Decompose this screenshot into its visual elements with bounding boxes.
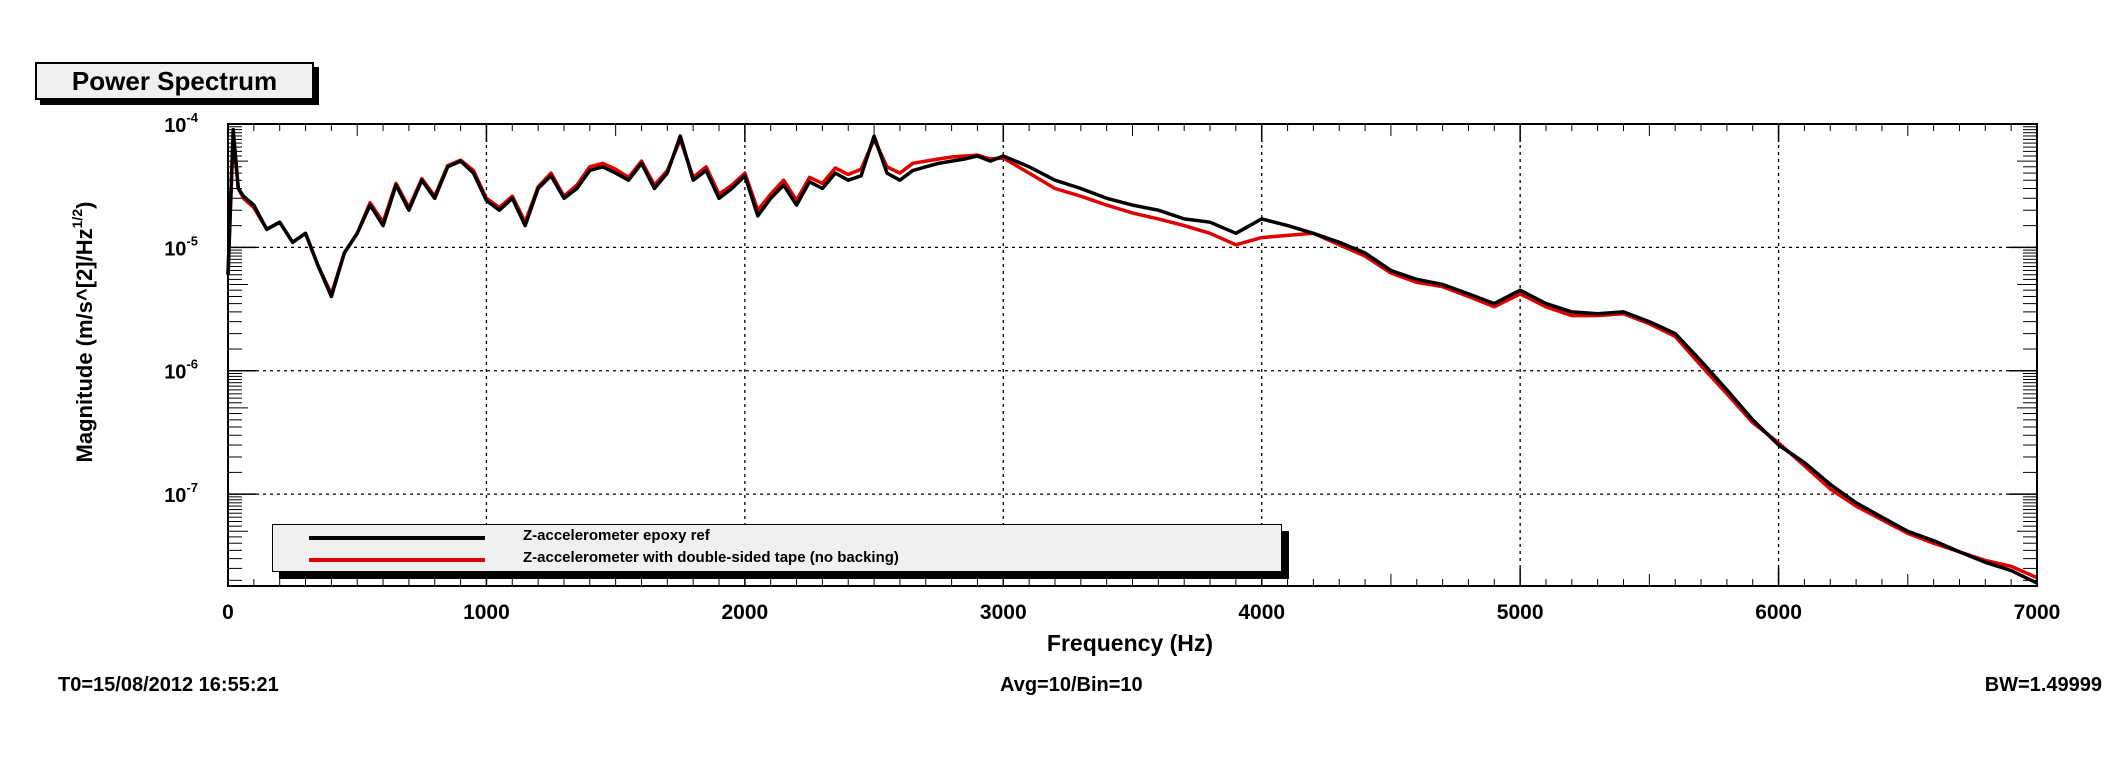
x-tick-label: 4000 bbox=[1238, 601, 1285, 624]
y-tick-exponent: -4 bbox=[186, 110, 198, 125]
y-tick-exponent: -5 bbox=[186, 233, 198, 248]
y-axis-label: Magnitude (m/s^[2]/Hz1/2) bbox=[69, 202, 97, 463]
plot-frame bbox=[227, 123, 2038, 587]
y-tick-exponent: -7 bbox=[186, 480, 198, 495]
y-tick-base: 10 bbox=[164, 238, 186, 260]
legend: Z-accelerometer epoxy ref Z-acceleromete… bbox=[272, 524, 1282, 572]
x-tick-label: 7000 bbox=[2014, 601, 2061, 624]
legend-entry-epoxy-ref: Z-accelerometer epoxy ref bbox=[273, 526, 1281, 548]
legend-label-epoxy-ref: Z-accelerometer epoxy ref bbox=[523, 527, 710, 544]
y-axis-ticks: 10-410-510-610-7 bbox=[164, 110, 2037, 507]
x-tick-label: 0 bbox=[222, 601, 234, 624]
y-tick-label: 10-4 bbox=[164, 110, 199, 137]
x-tick-label: 6000 bbox=[1755, 601, 1802, 624]
x-tick-label: 2000 bbox=[721, 601, 768, 624]
x-tick-label: 3000 bbox=[980, 601, 1027, 624]
legend-swatch-epoxy-ref bbox=[309, 536, 485, 540]
x-axis-ticks: 0 1000 2000 3000 4000 5000 6000 7000 bbox=[222, 124, 2060, 624]
x-tick-label: 5000 bbox=[1497, 601, 1544, 624]
x-tick-label: 1000 bbox=[463, 601, 510, 624]
footer-bandwidth: BW=1.49999 bbox=[1984, 674, 2102, 696]
y-tick-exponent: -6 bbox=[186, 357, 198, 372]
y-tick-label: 10-7 bbox=[164, 480, 198, 507]
y-axis-label-main: Magnitude (m/s^[2]/Hz bbox=[72, 228, 97, 462]
y-axis-label-sup: 1/2 bbox=[69, 209, 85, 229]
footer-avg-bin: Avg=10/Bin=10 bbox=[1000, 674, 1143, 696]
minor-ticks bbox=[228, 124, 2037, 586]
y-axis-label-end: ) bbox=[72, 202, 97, 209]
y-tick-base: 10 bbox=[164, 362, 186, 384]
y-tick-label: 10-6 bbox=[164, 357, 198, 384]
series-layer bbox=[226, 127, 2038, 585]
series-line-0 bbox=[226, 127, 2038, 585]
y-tick-base: 10 bbox=[164, 115, 186, 137]
legend-swatch-tape bbox=[309, 558, 485, 562]
y-tick-label: 10-5 bbox=[164, 233, 198, 260]
y-tick-base: 10 bbox=[164, 485, 186, 507]
chart-title: Power Spectrum bbox=[35, 62, 314, 100]
grid bbox=[228, 124, 2037, 586]
legend-entry-tape: Z-accelerometer with double-sided tape (… bbox=[273, 548, 1281, 570]
footer-t0: T0=15/08/2012 16:55:21 bbox=[58, 674, 279, 696]
legend-label-tape: Z-accelerometer with double-sided tape (… bbox=[523, 549, 899, 566]
series-line-1 bbox=[226, 134, 2038, 580]
x-axis-label: Frequency (Hz) bbox=[1047, 630, 1213, 656]
